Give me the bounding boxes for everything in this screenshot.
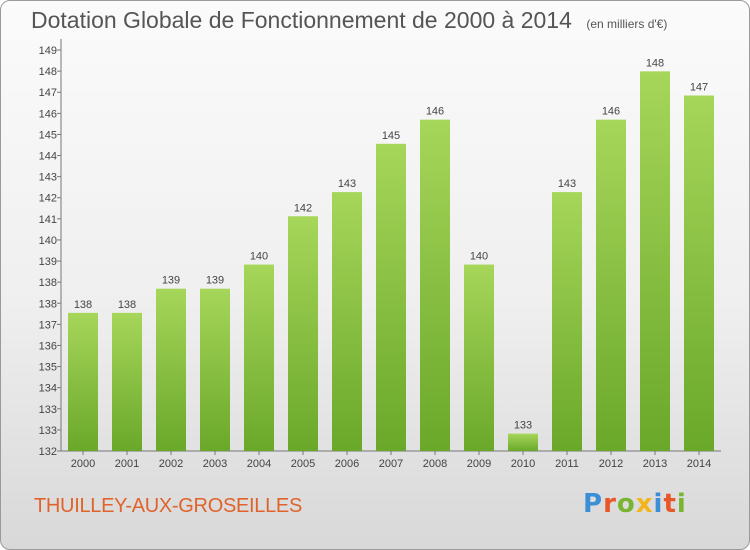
logo-letter: o xyxy=(616,489,636,519)
bar xyxy=(156,288,186,451)
axes: 1321331331341351361371381381391401411421… xyxy=(39,39,721,470)
bar xyxy=(596,119,626,451)
bar-value-label: 140 xyxy=(470,251,488,263)
y-tick-label: 139 xyxy=(39,256,57,268)
title-row: Dotation Globale de Fonctionnement de 20… xyxy=(31,7,667,34)
x-tick-label: 2011 xyxy=(555,458,579,470)
bar-value-label: 138 xyxy=(118,299,136,311)
y-tick-label: 141 xyxy=(39,214,57,226)
logo-letter: i xyxy=(653,489,664,519)
y-tick-label: 145 xyxy=(39,129,57,141)
y-tick-label: 135 xyxy=(39,362,57,374)
logo-letter: t xyxy=(663,489,677,519)
x-tick-label: 2008 xyxy=(423,458,447,470)
x-tick-label: 2013 xyxy=(643,458,667,470)
x-tick-label: 2009 xyxy=(467,458,491,470)
bar xyxy=(200,288,230,451)
bar-value-label: 140 xyxy=(250,251,268,263)
x-tick-label: 2000 xyxy=(71,458,95,470)
bar xyxy=(244,264,274,451)
y-tick-label: 133 xyxy=(39,404,57,416)
y-tick-label: 138 xyxy=(39,277,57,289)
bar-value-label: 147 xyxy=(690,82,708,94)
chart-title: Dotation Globale de Fonctionnement de 20… xyxy=(31,7,572,33)
x-tick-label: 2001 xyxy=(115,458,139,470)
y-tick-label: 133 xyxy=(39,425,57,437)
bar xyxy=(376,143,406,451)
y-tick-label: 134 xyxy=(39,383,57,395)
x-tick-label: 2003 xyxy=(203,458,227,470)
commune-name: THUILLEY-AUX-GROSEILLES xyxy=(34,495,303,517)
bar-value-label: 145 xyxy=(382,130,400,142)
bar-value-label: 146 xyxy=(426,106,444,118)
bar-value-label: 148 xyxy=(646,57,664,69)
proxiti-logo: Proxiti xyxy=(583,489,687,519)
bar-value-label: 142 xyxy=(294,202,312,214)
bar xyxy=(68,312,98,451)
bar xyxy=(288,216,318,451)
x-tick-label: 2002 xyxy=(159,458,183,470)
y-tick-label: 132 xyxy=(39,446,57,458)
bar-value-label: 143 xyxy=(558,178,576,190)
y-tick-label: 136 xyxy=(39,340,57,352)
x-tick-label: 2006 xyxy=(335,458,359,470)
bar-value-label: 143 xyxy=(338,178,356,190)
chart-subtitle: (en milliers d'€) xyxy=(586,17,668,31)
bar-value-label: 138 xyxy=(74,299,92,311)
x-tick-label: 2012 xyxy=(599,458,623,470)
y-tick-label: 138 xyxy=(39,298,57,310)
bar xyxy=(112,312,142,451)
bar xyxy=(684,95,714,451)
y-tick-label: 146 xyxy=(39,108,57,120)
bar-value-label: 133 xyxy=(514,420,532,432)
bar-value-label: 146 xyxy=(602,106,620,118)
x-tick-label: 2004 xyxy=(247,458,271,470)
y-tick-label: 149 xyxy=(39,45,57,57)
y-tick-label: 143 xyxy=(39,172,57,184)
bar xyxy=(420,119,450,451)
bar xyxy=(464,264,494,451)
y-tick-label: 148 xyxy=(39,66,57,78)
x-tick-label: 2010 xyxy=(511,458,535,470)
x-tick-label: 2005 xyxy=(291,458,315,470)
logo-letter: i xyxy=(676,489,687,519)
bar xyxy=(508,433,538,451)
bars: 138 138 139 139 140 142 143 145 146 140 133 143 146 1… xyxy=(68,57,714,451)
bar xyxy=(332,192,362,451)
logo-letter: P xyxy=(583,489,604,519)
logo-letter: x xyxy=(635,489,654,519)
bar-value-label: 139 xyxy=(162,275,180,287)
y-tick-label: 144 xyxy=(39,151,57,163)
bar xyxy=(640,71,670,451)
y-tick-label: 147 xyxy=(39,87,57,99)
x-tick-label: 2014 xyxy=(687,458,711,470)
bar-value-label: 139 xyxy=(206,275,224,287)
bar xyxy=(552,192,582,451)
y-tick-label: 140 xyxy=(39,235,57,247)
y-tick-label: 142 xyxy=(39,193,57,205)
y-tick-label: 137 xyxy=(39,319,57,331)
x-tick-label: 2007 xyxy=(379,458,403,470)
logo-letter: r xyxy=(603,489,617,519)
